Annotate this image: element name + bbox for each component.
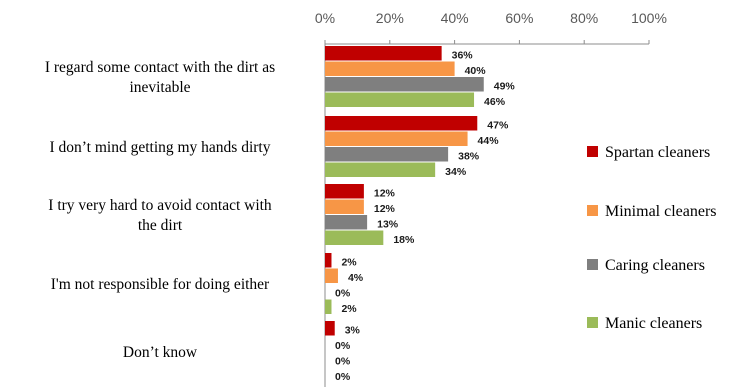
category-label-line: I don’t mind getting my hands dirty [49,139,270,156]
data-label: 40% [465,65,487,77]
legend-label: Manic cleaners [605,315,702,332]
data-label: 2% [341,257,357,269]
data-labels: 36% 40% 49% 46% 47% 44% 38% 34% 12% 12% 13% 18% 2% 4%… [335,50,515,384]
category-label: Don’t know [123,344,198,361]
bar [325,92,475,107]
category-label: I try very hard to avoid contact with the… [48,197,272,234]
x-tick-label: 60% [505,10,533,26]
category-label: I don’t mind getting my hands dirty [49,139,270,156]
data-label: 13% [377,219,399,231]
bar [325,299,332,314]
bar [325,253,332,268]
bars [325,46,484,336]
data-label: 2% [341,303,357,315]
bar [325,131,468,146]
category-label-line: I regard some contact with the dirt as [45,59,275,76]
legend: Spartan cleaners Minimal cleaners Caring c… [587,144,717,332]
bar [325,77,484,92]
data-label: 34% [445,166,467,178]
bar [325,199,364,214]
category-label-line: the dirt [138,217,183,234]
bar [325,230,384,245]
data-label: 44% [478,135,500,147]
category-label-line: Don’t know [123,344,198,361]
x-tick-label: 80% [570,10,598,26]
data-label: 12% [374,188,396,200]
legend-swatch [587,317,598,328]
bar [325,162,436,177]
category-label-line: inevitable [129,79,190,96]
data-label: 47% [487,120,509,132]
bar [325,46,442,61]
data-label: 3% [345,325,361,337]
bar [325,268,338,283]
legend-label: Minimal cleaners [605,203,717,220]
data-label: 38% [458,151,480,163]
data-label: 12% [374,203,396,215]
x-axis-ticks: 0% 20% 40% 60% 80% 100% [315,10,667,44]
bar [325,215,368,230]
category-label-line: I try very hard to avoid contact with [48,197,272,214]
legend-swatch [587,205,598,216]
bar [325,147,449,162]
x-tick-label: 40% [441,10,469,26]
legend-label: Spartan cleaners [605,144,710,161]
legend-swatch [587,146,598,157]
legend-swatch [587,259,598,270]
data-label: 0% [335,340,351,352]
data-label: 0% [335,356,351,368]
data-label: 0% [335,288,351,300]
category-labels: I regard some contact with the dirt as in… [45,59,275,361]
x-tick-label: 0% [315,10,335,26]
data-label: 18% [393,234,415,246]
bar [325,184,364,199]
x-tick-label: 20% [376,10,404,26]
category-label: I'm not responsible for doing either [51,276,270,293]
category-label: I regard some contact with the dirt as in… [45,59,275,96]
data-label: 0% [335,371,351,383]
legend-label: Caring cleaners [605,257,705,274]
data-label: 46% [484,96,506,108]
data-label: 36% [452,50,474,62]
x-tick-label: 100% [631,10,667,26]
bar [325,116,478,131]
category-label-line: I'm not responsible for doing either [51,276,270,293]
bar [325,321,335,336]
bar [325,61,455,76]
data-label: 4% [348,272,364,284]
data-label: 49% [494,81,516,93]
